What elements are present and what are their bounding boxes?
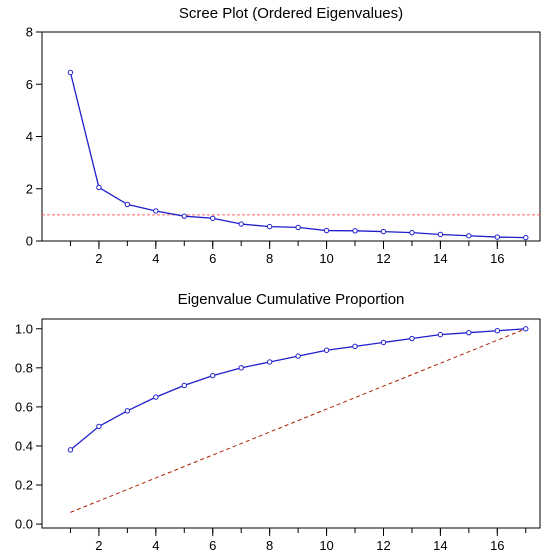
data-point	[124, 408, 131, 414]
x-tick-label: 12	[376, 251, 390, 266]
data-point	[67, 69, 74, 76]
data-point	[380, 339, 387, 346]
data-point	[494, 328, 501, 334]
data-point	[96, 423, 102, 430]
data-point	[153, 394, 159, 400]
data-point	[124, 201, 131, 208]
y-tick-label: 0.4	[15, 438, 33, 453]
x-tick-label: 2	[95, 251, 102, 266]
data-point	[380, 228, 387, 235]
data-point	[238, 365, 244, 371]
data-point	[181, 382, 187, 389]
y-tick-label: 4	[26, 129, 33, 144]
cumulative-proportion-panel: Eigenvalue Cumulative Proportion 0.0 0.2 0.…	[15, 291, 541, 550]
data-point	[352, 228, 358, 234]
x-tick-label: 14	[433, 251, 447, 266]
series-line	[69, 72, 526, 239]
data-point	[466, 329, 472, 336]
data-point	[181, 213, 187, 219]
data-point	[323, 227, 330, 234]
x-tick-label: 8	[266, 538, 273, 550]
data-point	[523, 326, 529, 332]
chart-title: Scree Plot (Ordered Eigenvalues)	[179, 5, 403, 22]
y-tick-label: 8	[26, 25, 33, 40]
y-tick-label: 0.6	[15, 399, 33, 414]
data-point	[96, 184, 102, 191]
data-point	[437, 231, 444, 238]
x-tick-label: 4	[152, 538, 159, 550]
y-tick-label: 0	[26, 234, 33, 249]
x-tick-label: 6	[209, 538, 216, 550]
data-point	[210, 372, 216, 379]
data-point	[494, 234, 501, 240]
x-tick-label: 10	[319, 538, 333, 550]
x-tick-label: 12	[376, 538, 390, 550]
data-point	[409, 335, 415, 342]
data-point	[266, 359, 273, 365]
data-point	[295, 224, 301, 231]
data-point	[437, 331, 444, 338]
y-tick-label: 6	[26, 77, 33, 92]
x-tick-label: 6	[209, 251, 216, 266]
x-tick-label: 14	[433, 538, 447, 550]
x-tick-label: 4	[152, 251, 159, 266]
y-tick-label: 0.8	[15, 360, 33, 375]
data-point	[153, 208, 159, 214]
x-tick-label: 8	[266, 251, 273, 266]
y-tick-label: 2	[26, 181, 33, 196]
y-tick-label: 0.2	[15, 478, 33, 493]
plot-frame	[41, 31, 541, 242]
data-point	[523, 234, 529, 241]
y-tick-label: 1.0	[15, 321, 33, 336]
x-tick-label: 16	[490, 251, 504, 266]
data-point	[409, 229, 415, 236]
chart-title: Eigenvalue Cumulative Proportion	[178, 291, 405, 308]
reference-line	[70, 328, 526, 513]
data-point	[67, 447, 74, 453]
y-tick-label: 0.0	[15, 517, 33, 532]
x-tick-label: 16	[490, 538, 504, 550]
data-point	[266, 223, 273, 230]
series-line	[70, 328, 526, 451]
plot-frame	[41, 318, 541, 529]
data-point	[352, 343, 358, 350]
scree-plot-panel: Scree Plot (Ordered Eigenvalues) 0 2 4 6 8 2 4 6…	[26, 5, 541, 266]
data-point	[466, 233, 472, 239]
x-tick-label: 2	[95, 538, 102, 550]
data-point	[295, 353, 301, 359]
data-point	[323, 347, 330, 353]
x-tick-label: 10	[319, 251, 333, 266]
data-point	[210, 215, 216, 221]
data-point	[238, 221, 244, 227]
